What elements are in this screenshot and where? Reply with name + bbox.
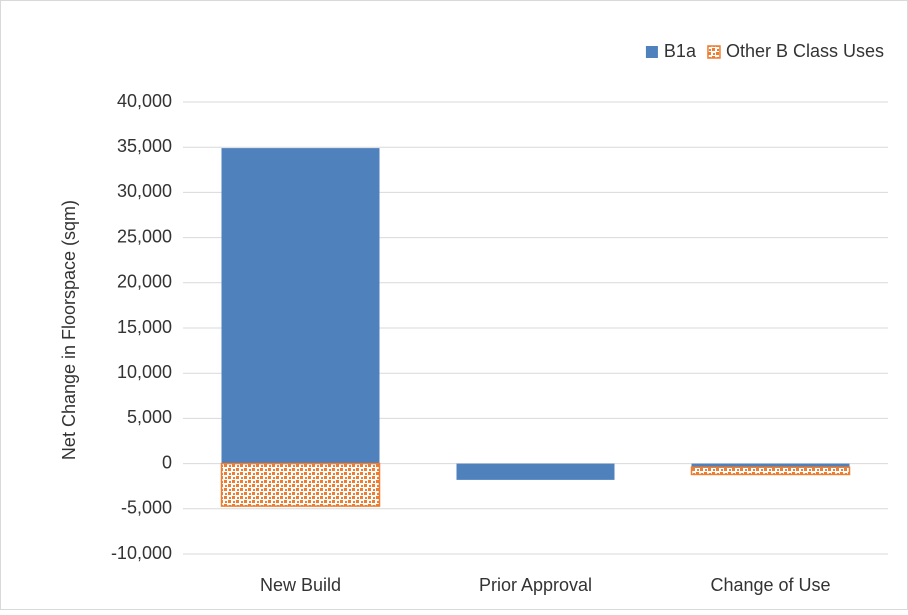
legend-swatch <box>645 46 658 58</box>
legend-swatch <box>707 45 721 59</box>
bar <box>691 463 850 468</box>
legend-label: B1a <box>664 41 697 61</box>
y-tick-label: 35,000 <box>117 136 172 156</box>
y-tick-label: 10,000 <box>117 362 172 382</box>
legend-label: Other B Class Uses <box>726 41 884 61</box>
bar <box>690 466 851 476</box>
y-tick-label: -10,000 <box>111 543 172 563</box>
x-tick-label: Prior Approval <box>479 575 592 595</box>
y-tick-label: 25,000 <box>117 226 172 246</box>
y-tick-label: 0 <box>162 452 172 472</box>
y-tick-label: 40,000 <box>117 91 172 111</box>
bar <box>221 148 380 464</box>
x-tick-label: New Build <box>260 575 341 595</box>
y-tick-label: -5,000 <box>121 498 172 518</box>
bar <box>456 463 615 480</box>
y-axis-title: Net Change in Floorspace (sqm) <box>59 200 79 460</box>
y-tick-label: 15,000 <box>117 317 172 337</box>
bar <box>220 462 381 507</box>
y-tick-label: 5,000 <box>127 407 172 427</box>
y-tick-label: 20,000 <box>117 272 172 292</box>
x-tick-label: Change of Use <box>710 575 830 595</box>
y-tick-label: 30,000 <box>117 181 172 201</box>
